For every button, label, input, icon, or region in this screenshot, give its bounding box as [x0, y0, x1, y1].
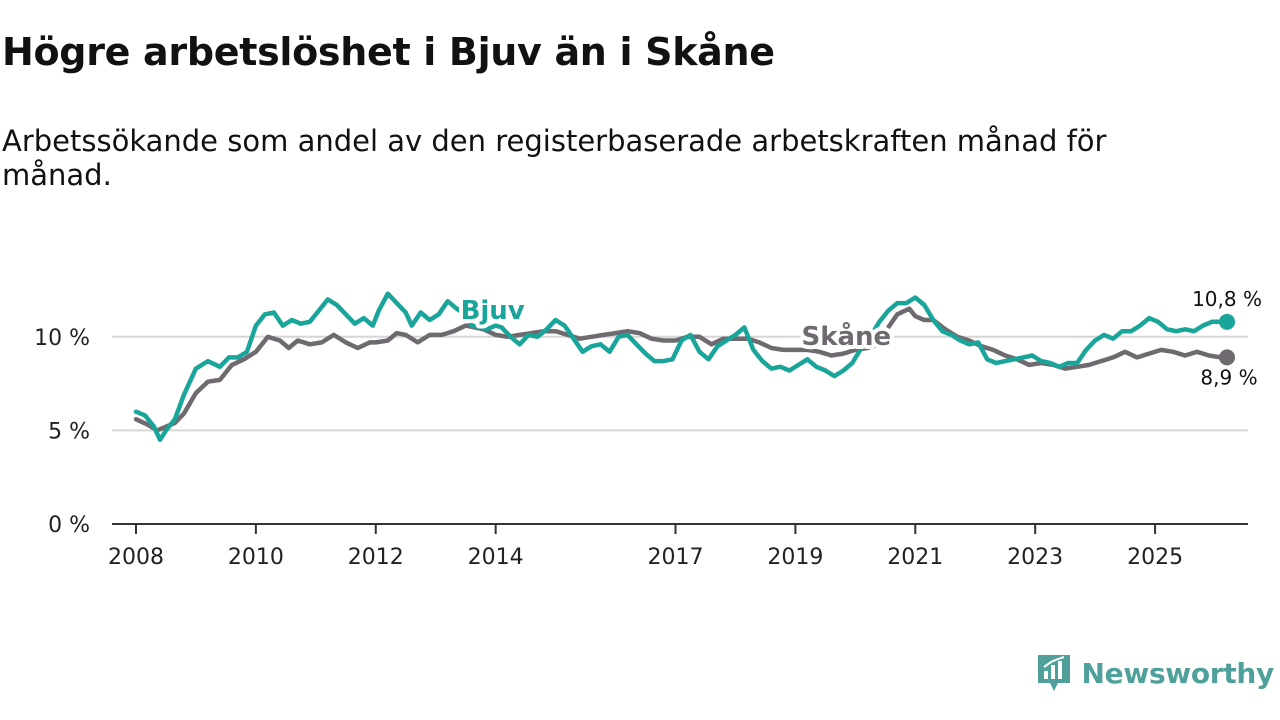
x-axis-tick-marks	[134, 524, 1157, 534]
line-chart: 0 %5 %10 % 2008 2010 2012 2014 2017 2019 2021 2…	[34, 287, 1262, 570]
end-point-skane	[1219, 349, 1236, 366]
x-tick-label: 2017	[648, 545, 704, 570]
x-axis-ticks: 2008 2010 2012 2014 2017 2019 2021 2023 2025	[108, 545, 1183, 570]
end-value-label-skane: 8,9 %	[1200, 365, 1257, 389]
x-tick-label: 2025	[1127, 545, 1183, 570]
end-point-bjuv	[1219, 313, 1236, 330]
x-tick-label: 2014	[468, 545, 524, 570]
chart-subtitle: Arbetssökande som andel av den registerb…	[2, 124, 1107, 192]
end-value-label-bjuv: 10,8 %	[1192, 287, 1262, 311]
grid-lines	[112, 335, 1248, 432]
y-axis-ticks: 0 % 5 % 10 %	[34, 326, 90, 538]
series-lines	[133, 291, 1230, 443]
y-tick-label: 5 %	[48, 419, 90, 444]
series-line-bjuv	[133, 291, 1230, 443]
y-tick-label: 0 %	[48, 513, 90, 538]
newsworthy-logo: Newsworthy	[1036, 653, 1274, 693]
x-tick-label: 2010	[228, 545, 284, 570]
x-tick-label: 2012	[348, 545, 404, 570]
x-tick-label: 2021	[887, 545, 943, 570]
brand-name: Newsworthy	[1081, 656, 1275, 690]
series-label-bjuv: Bjuv	[461, 296, 525, 326]
series-label-skane: Skåne	[801, 320, 891, 352]
x-tick-label: 2019	[767, 545, 823, 570]
y-tick-label: 10 %	[34, 326, 90, 351]
chart-title: Högre arbetslöshet i Bjuv än i Skåne	[2, 30, 775, 74]
series-line-skane	[133, 306, 1230, 433]
x-tick-label: 2008	[108, 545, 164, 570]
x-tick-label: 2023	[1007, 545, 1063, 570]
newsworthy-logo-icon	[1037, 655, 1070, 691]
series-end-points	[1219, 313, 1236, 366]
